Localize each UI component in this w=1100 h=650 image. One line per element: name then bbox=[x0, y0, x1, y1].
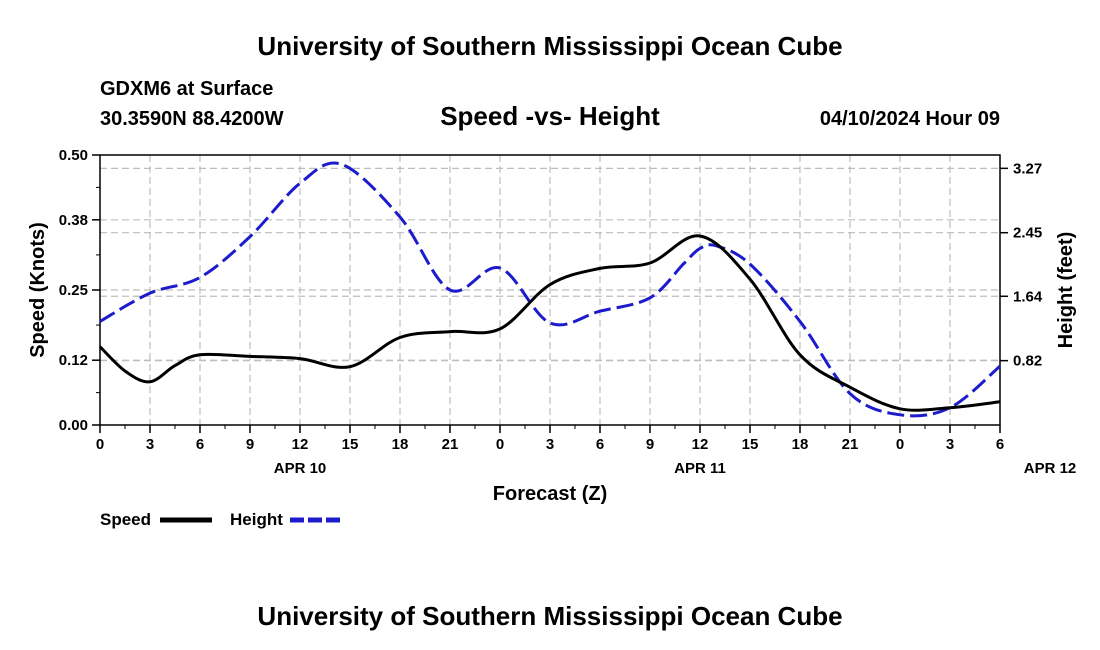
date-axis-label: APR 12 bbox=[1024, 460, 1077, 477]
legend-height-label: Height bbox=[230, 510, 283, 529]
x-tick-label: 6 bbox=[996, 436, 1004, 453]
y-tick-label: 0.38 bbox=[59, 212, 88, 229]
y2-tick-label: 3.27 bbox=[1013, 160, 1042, 177]
x-tick-label: 12 bbox=[292, 436, 309, 453]
x-tick-label: 6 bbox=[596, 436, 604, 453]
x-tick-label: 21 bbox=[842, 436, 859, 453]
x-tick-label: 12 bbox=[692, 436, 709, 453]
x-tick-label: 0 bbox=[496, 436, 504, 453]
chart-main-title: University of Southern Mississippi Ocean… bbox=[257, 31, 842, 61]
x-tick-label: 3 bbox=[146, 436, 154, 453]
y-tick-label: 0.00 bbox=[59, 417, 88, 434]
x-tick-label: 9 bbox=[646, 436, 654, 453]
x-tick-label: 0 bbox=[96, 436, 104, 453]
x-tick-label: 0 bbox=[896, 436, 904, 453]
x-tick-label: 18 bbox=[392, 436, 409, 453]
y2-tick-label: 0.82 bbox=[1013, 353, 1042, 370]
date-axis-label: APR 10 bbox=[274, 460, 327, 477]
series-group bbox=[98, 161, 1001, 418]
series-line-speed bbox=[98, 234, 1001, 412]
footer-title: University of Southern Mississippi Ocean… bbox=[257, 601, 842, 631]
location-label: 30.3590N 88.4200W bbox=[100, 108, 284, 130]
axes: 0 3 6 9 12 15 18 21 0 3 6 9 12 15 18 21 0 3 6 APR 10 APR 11 A… bbox=[59, 147, 1076, 477]
x-tick-label: 3 bbox=[546, 436, 554, 453]
y-tick-label: 0.25 bbox=[59, 282, 88, 299]
station-label: GDXM6 at Surface bbox=[100, 78, 273, 100]
x-tick-label: 9 bbox=[246, 436, 254, 453]
chart-subtitle: Speed -vs- Height bbox=[440, 101, 660, 131]
y2-tick-label: 1.64 bbox=[1013, 288, 1043, 305]
x-tick-label: 15 bbox=[342, 436, 359, 453]
legend-speed-label: Speed bbox=[100, 510, 151, 529]
y-axis-title: Speed (Knots) bbox=[27, 222, 49, 358]
y2-axis-title: Height (feet) bbox=[1055, 232, 1077, 349]
x-tick-label: 3 bbox=[946, 436, 954, 453]
x-tick-label: 21 bbox=[442, 436, 459, 453]
x-tick-label: 15 bbox=[742, 436, 759, 453]
y-tick-label: 0.12 bbox=[59, 352, 88, 369]
x-tick-label: 6 bbox=[196, 436, 204, 453]
x-tick-label: 18 bbox=[792, 436, 809, 453]
date-axis-label: APR 11 bbox=[674, 460, 726, 477]
y2-tick-label: 2.45 bbox=[1013, 225, 1042, 242]
date-label: 04/10/2024 Hour 09 bbox=[820, 108, 1000, 130]
legend: Speed Height bbox=[100, 510, 342, 529]
grid bbox=[100, 155, 1000, 425]
y-tick-label: 0.50 bbox=[59, 147, 88, 164]
x-axis-title: Forecast (Z) bbox=[493, 483, 607, 505]
